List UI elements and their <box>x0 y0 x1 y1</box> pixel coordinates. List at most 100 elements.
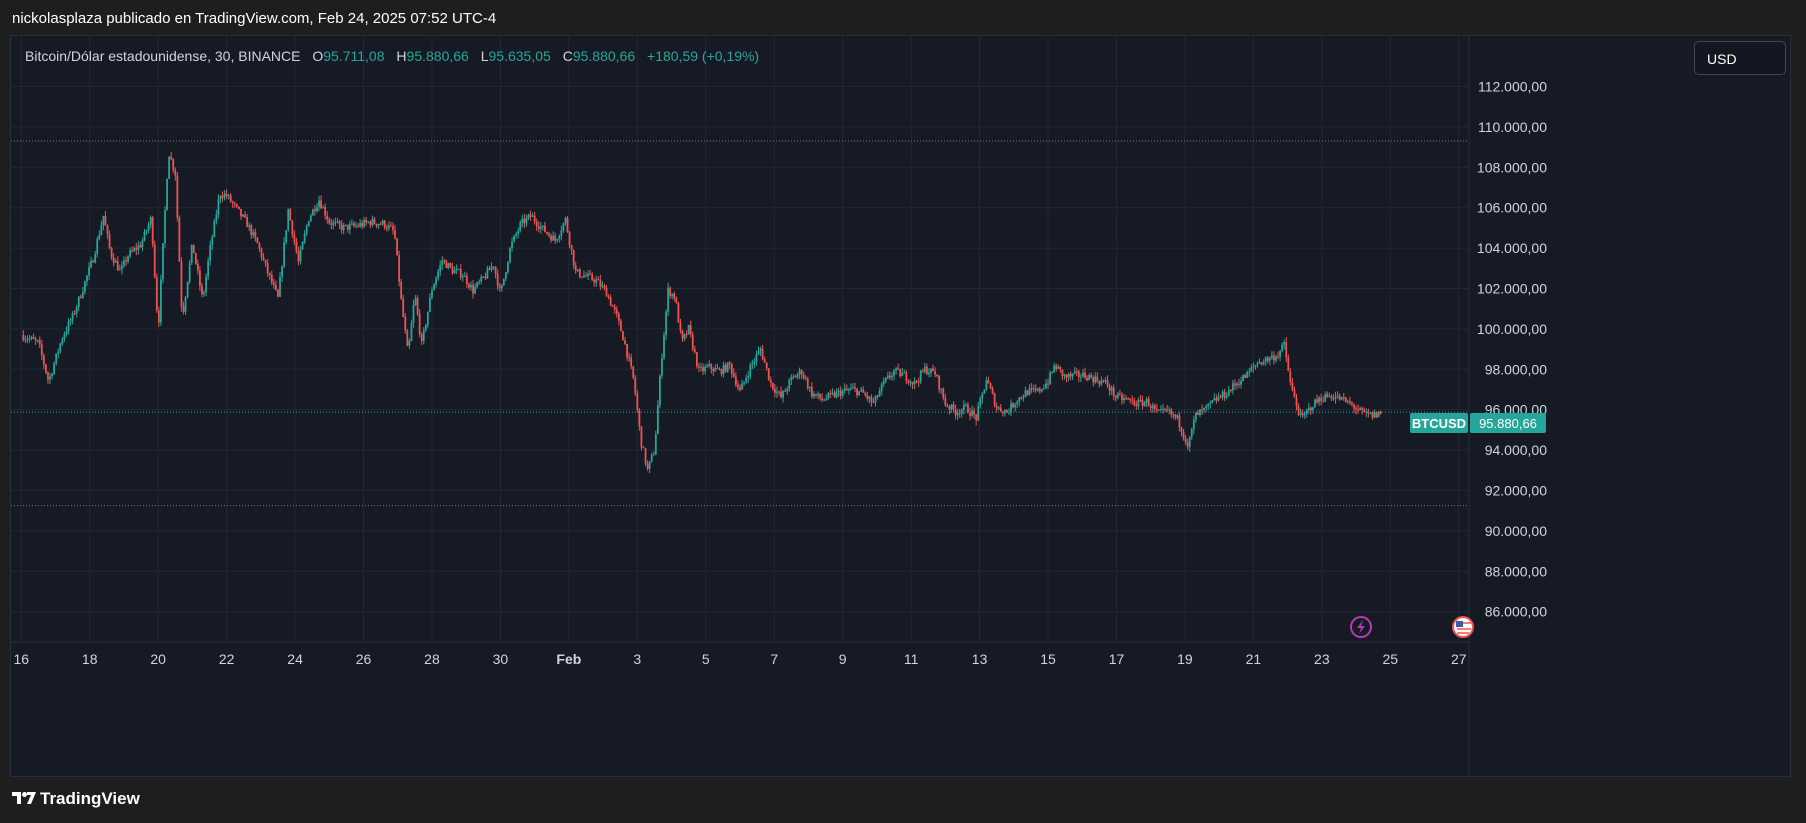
candle-body <box>88 267 90 276</box>
candle-body <box>706 366 709 368</box>
price-tag-symbol: BTCUSD <box>1412 416 1466 431</box>
candle-body <box>69 320 72 322</box>
candle-body <box>1353 404 1355 409</box>
candle-body <box>509 248 511 263</box>
candle-body <box>361 223 364 227</box>
price-tick-label: 110.000,00 <box>1478 119 1547 135</box>
candle-body <box>1032 388 1035 390</box>
candle-body <box>211 237 214 245</box>
candle-body <box>36 340 39 342</box>
candle-body <box>708 364 711 367</box>
candle-body <box>751 363 754 365</box>
candle-body <box>1371 412 1374 418</box>
candle-body <box>420 333 423 342</box>
candle-body <box>390 225 392 227</box>
lightning-icon[interactable] <box>1350 616 1372 638</box>
open-label: O <box>312 48 324 64</box>
candle-body <box>131 250 134 252</box>
candle-body <box>355 225 357 227</box>
candle-body <box>529 214 532 217</box>
candle-body <box>170 156 173 160</box>
time-tick-label: 27 <box>1451 651 1467 667</box>
candle-body <box>1262 361 1265 365</box>
candle-body <box>1106 380 1109 387</box>
candle-body <box>350 223 353 225</box>
candle-body <box>435 278 437 285</box>
candle-body <box>691 334 694 350</box>
candle-body <box>186 281 189 298</box>
candle-body <box>205 276 207 293</box>
candle-body <box>1119 393 1121 395</box>
high-value: 95.880,66 <box>406 48 469 64</box>
time-tick-label: Feb <box>556 651 581 667</box>
candle-body <box>1281 344 1284 351</box>
candle-body <box>589 273 591 275</box>
candle-body <box>1211 400 1214 403</box>
candle-body <box>1022 397 1025 399</box>
price-tag-symbol-bg <box>1410 413 1468 433</box>
candle-body <box>1252 366 1255 368</box>
candle-body <box>346 224 349 230</box>
candle-body <box>796 374 799 378</box>
candle-body <box>661 358 663 376</box>
time-tick-label: 19 <box>1177 651 1193 667</box>
candle-body <box>429 297 431 312</box>
candle-body <box>307 221 310 227</box>
candle-body <box>1036 388 1039 391</box>
time-tick-label: 22 <box>219 651 235 667</box>
candle-body <box>490 266 493 271</box>
candle-body <box>899 369 902 377</box>
candle-body <box>225 193 228 197</box>
candle-body <box>607 296 610 298</box>
candle-body <box>741 383 743 390</box>
candle-body <box>993 393 996 407</box>
candle-body <box>554 235 557 241</box>
candle-body <box>1024 390 1027 398</box>
candle-body <box>293 234 296 242</box>
grid-layer <box>11 36 1469 642</box>
candle-body <box>794 376 797 378</box>
candle-body <box>1137 399 1140 407</box>
candle-body <box>1301 413 1304 416</box>
chart-frame[interactable]: 112.000,00 110.000,00 108.000,00 106.000,00… <box>10 35 1791 777</box>
tradingview-brand[interactable]: TradingView <box>12 789 140 810</box>
candle-body <box>162 243 164 280</box>
candle-body <box>843 388 846 391</box>
candle-body <box>1342 397 1345 399</box>
candle-body <box>418 313 421 334</box>
horizontal-levels <box>11 140 1469 507</box>
candle-body <box>1369 412 1372 414</box>
candle-body <box>77 296 80 307</box>
price-tick-label: 102.000,00 <box>1477 281 1547 297</box>
candle-body <box>472 284 474 294</box>
candle-body <box>387 225 390 229</box>
candle-body <box>385 227 388 229</box>
candle-body <box>1121 394 1123 401</box>
candle-body <box>942 388 945 398</box>
price-chart[interactable]: 112.000,00 110.000,00 108.000,00 106.000,00… <box>11 36 1791 777</box>
candle-body <box>400 281 403 299</box>
candle-body <box>728 362 731 365</box>
currency-button[interactable]: USD <box>1694 41 1786 75</box>
candle-body <box>141 240 144 248</box>
candle-body <box>747 376 750 379</box>
candle-body <box>792 376 795 378</box>
candle-body <box>470 284 472 288</box>
time-tick-label: 24 <box>287 651 303 667</box>
candle-body <box>712 369 715 372</box>
candle-body <box>852 387 854 389</box>
candle-body <box>123 260 125 266</box>
candle-body <box>831 392 834 394</box>
candle-body <box>730 364 733 374</box>
us-flag-icon[interactable] <box>1452 616 1474 638</box>
candle-body <box>1001 411 1004 414</box>
candle-body <box>1270 355 1273 358</box>
candle-body <box>644 448 647 464</box>
candle-body <box>357 225 359 227</box>
candle-body <box>810 386 813 397</box>
candle-body <box>698 366 700 368</box>
candle-body <box>1065 374 1068 378</box>
candle-body <box>757 351 760 355</box>
candle-body <box>104 215 107 226</box>
candle-body <box>192 244 195 254</box>
